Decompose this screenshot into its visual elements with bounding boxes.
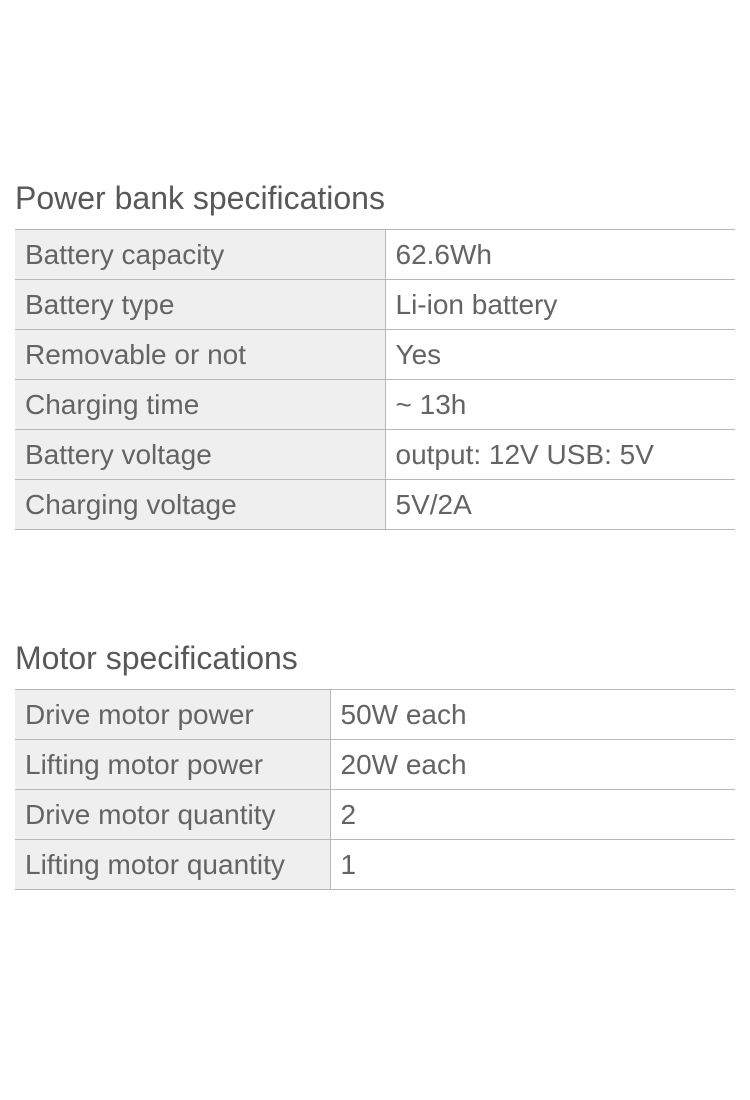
table-row: Battery voltage output: 12V USB: 5V: [15, 430, 735, 480]
spec-value: Li-ion battery: [385, 280, 735, 330]
spec-label: Charging voltage: [15, 480, 385, 530]
spec-value: 2: [330, 790, 735, 840]
spec-label: Drive motor quantity: [15, 790, 330, 840]
table-row: Battery type Li-ion battery: [15, 280, 735, 330]
spec-value: 20W each: [330, 740, 735, 790]
table-row: Lifting motor power 20W each: [15, 740, 735, 790]
spec-label: Battery voltage: [15, 430, 385, 480]
spec-value: ~ 13h: [385, 380, 735, 430]
spec-value: 62.6Wh: [385, 230, 735, 280]
motor-table: Drive motor power 50W each Lifting motor…: [15, 689, 735, 890]
spec-value: 50W each: [330, 690, 735, 740]
spec-value: Yes: [385, 330, 735, 380]
spec-value: output: 12V USB: 5V: [385, 430, 735, 480]
spec-value: 1: [330, 840, 735, 890]
spec-label: Battery capacity: [15, 230, 385, 280]
spec-value: 5V/2A: [385, 480, 735, 530]
section-title: Motor specifications: [15, 640, 735, 677]
power-bank-table: Battery capacity 62.6Wh Battery type Li-…: [15, 229, 735, 530]
table-row: Removable or not Yes: [15, 330, 735, 380]
table-row: Lifting motor quantity 1: [15, 840, 735, 890]
table-row: Charging time ~ 13h: [15, 380, 735, 430]
spec-label: Charging time: [15, 380, 385, 430]
table-row: Drive motor quantity 2: [15, 790, 735, 840]
spec-label: Removable or not: [15, 330, 385, 380]
spec-label: Battery type: [15, 280, 385, 330]
power-bank-section: Power bank specifications Battery capaci…: [15, 180, 735, 530]
table-row: Battery capacity 62.6Wh: [15, 230, 735, 280]
table-row: Charging voltage 5V/2A: [15, 480, 735, 530]
spec-label: Lifting motor quantity: [15, 840, 330, 890]
table-row: Drive motor power 50W each: [15, 690, 735, 740]
spec-label: Drive motor power: [15, 690, 330, 740]
section-title: Power bank specifications: [15, 180, 735, 217]
motor-section: Motor specifications Drive motor power 5…: [15, 640, 735, 890]
spec-label: Lifting motor power: [15, 740, 330, 790]
